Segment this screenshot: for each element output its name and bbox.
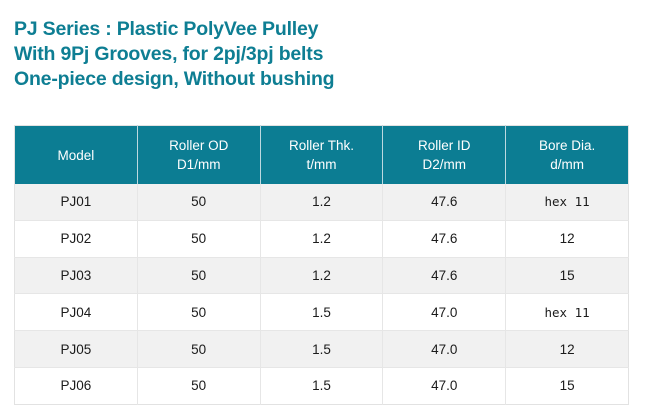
cell-roller-id: 47.6: [382, 257, 507, 295]
table-header: Model Roller OD D1/mm Roller Thk. t/mm R…: [14, 125, 629, 184]
cell-roller-thk: 1.2: [260, 184, 384, 221]
column-header-roller-id: Roller ID D2/mm: [382, 125, 507, 184]
cell-roller-id: 47.0: [382, 367, 507, 405]
column-header-roller-od-line1: Roller OD: [169, 138, 229, 153]
column-header-roller-id-line1: Roller ID: [418, 138, 471, 153]
cell-roller-od: 50: [137, 184, 261, 221]
table-row: PJ06 50 1.5 47.0 15: [14, 367, 629, 405]
cell-bore-dia: 12: [505, 330, 629, 368]
cell-model: PJ05: [14, 330, 138, 368]
cell-roller-id: 47.6: [382, 220, 507, 258]
cell-bore-dia: 15: [505, 367, 629, 405]
table-row: PJ03 50 1.2 47.6 15: [14, 257, 629, 295]
column-header-model-line1: Model: [57, 147, 95, 163]
cell-model: PJ04: [14, 293, 138, 332]
page-title-line-3: One-piece design, Without bushing: [14, 68, 335, 90]
table-row: PJ04 50 1.5 47.0 hex 11: [14, 293, 629, 332]
cell-roller-od: 50: [137, 257, 261, 295]
column-header-roller-thk-line2: t/mm: [306, 157, 337, 172]
cell-bore-dia: hex 11: [505, 293, 629, 332]
cell-bore-dia: 15: [505, 257, 629, 295]
column-header-bore-dia-line2: d/mm: [550, 157, 584, 172]
cell-roller-thk: 1.2: [260, 220, 384, 258]
page-title-line-2: With 9Pj Grooves, for 2pj/3pj belts: [14, 43, 324, 65]
cell-roller-id: 47.0: [382, 293, 507, 332]
cell-roller-thk: 1.5: [260, 293, 384, 332]
cell-bore-dia: hex 11: [505, 184, 629, 221]
column-header-roller-thk: Roller Thk. t/mm: [260, 125, 384, 184]
column-header-roller-id-line2: D2/mm: [422, 157, 467, 172]
table-body: PJ01 50 1.2 47.6 hex 11 PJ02 50 1.2 47.6 12 PJ03 50…: [14, 184, 629, 405]
specification-table-container: Model Roller OD D1/mm Roller Thk. t/mm R…: [14, 125, 629, 405]
cell-roller-id: 47.6: [382, 184, 507, 221]
table-row: PJ02 50 1.2 47.6 12: [14, 220, 629, 258]
cell-roller-thk: 1.5: [260, 330, 384, 368]
cell-model: PJ01: [14, 184, 138, 221]
column-header-bore-dia-line1: Bore Dia.: [538, 138, 596, 153]
column-header-roller-thk-line1: Roller Thk.: [288, 138, 354, 153]
page-title: PJ Series : Plastic PolyVee Pulley With …: [14, 17, 634, 92]
cell-model: PJ06: [14, 367, 138, 405]
cell-roller-od: 50: [137, 367, 261, 405]
column-header-bore-dia: Bore Dia. d/mm: [505, 125, 629, 184]
column-header-model: Model: [14, 125, 138, 184]
cell-roller-id: 47.0: [382, 330, 507, 368]
cell-roller-od: 50: [137, 330, 261, 368]
specification-table: Model Roller OD D1/mm Roller Thk. t/mm R…: [14, 125, 629, 405]
table-header-row: Model Roller OD D1/mm Roller Thk. t/mm R…: [14, 125, 629, 184]
column-header-roller-od: Roller OD D1/mm: [137, 125, 261, 184]
cell-roller-thk: 1.2: [260, 257, 384, 295]
cell-roller-od: 50: [137, 293, 261, 332]
table-row: PJ05 50 1.5 47.0 12: [14, 330, 629, 368]
column-header-roller-od-line2: D1/mm: [176, 157, 221, 172]
page-title-line-1: PJ Series : Plastic PolyVee Pulley: [14, 18, 319, 40]
cell-model: PJ03: [14, 257, 138, 295]
table-row: PJ01 50 1.2 47.6 hex 11: [14, 184, 629, 221]
cell-roller-thk: 1.5: [260, 367, 384, 405]
cell-bore-dia: 12: [505, 220, 629, 258]
cell-roller-od: 50: [137, 220, 261, 258]
cell-model: PJ02: [14, 220, 138, 258]
